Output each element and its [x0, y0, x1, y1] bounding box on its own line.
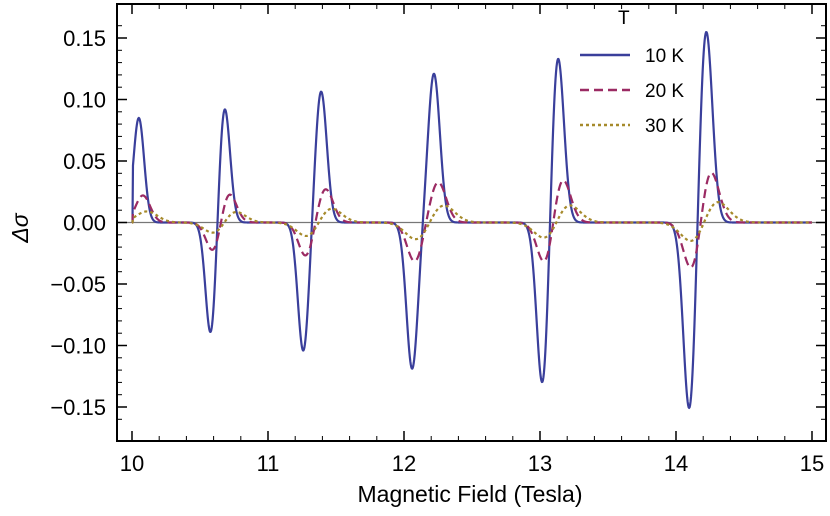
x-tick-label: 12: [392, 451, 416, 476]
x-tick-label: 13: [528, 451, 552, 476]
legend-label: 10 K: [645, 46, 684, 67]
legend-label: 20 K: [645, 81, 684, 102]
x-tick-label: 10: [120, 451, 144, 476]
x-tick-label: 14: [664, 451, 688, 476]
y-tick-label: −0.10: [50, 334, 106, 359]
y-axis-title: Δσ: [7, 212, 33, 243]
x-axis-title: Magnetic Field (Tesla): [358, 481, 583, 507]
y-tick-label: 0.05: [63, 149, 106, 174]
y-tick-label: 0.00: [63, 211, 106, 236]
y-tick-label: −0.05: [50, 272, 106, 297]
legend: T 10 K 20 K 30 K: [580, 8, 684, 137]
y-tick-label: −0.15: [50, 395, 106, 420]
x-tick-label: 15: [800, 451, 824, 476]
y-tick-label: 0.15: [63, 26, 106, 51]
legend-title: T: [618, 8, 630, 29]
legend-label: 30 K: [645, 116, 684, 137]
series-line-20k: [131, 171, 813, 269]
series-line-10k: [131, 31, 813, 410]
series-line-30k: [131, 201, 813, 242]
x-tick-label: 11: [257, 451, 280, 476]
y-tick-label: 0.10: [63, 88, 106, 113]
